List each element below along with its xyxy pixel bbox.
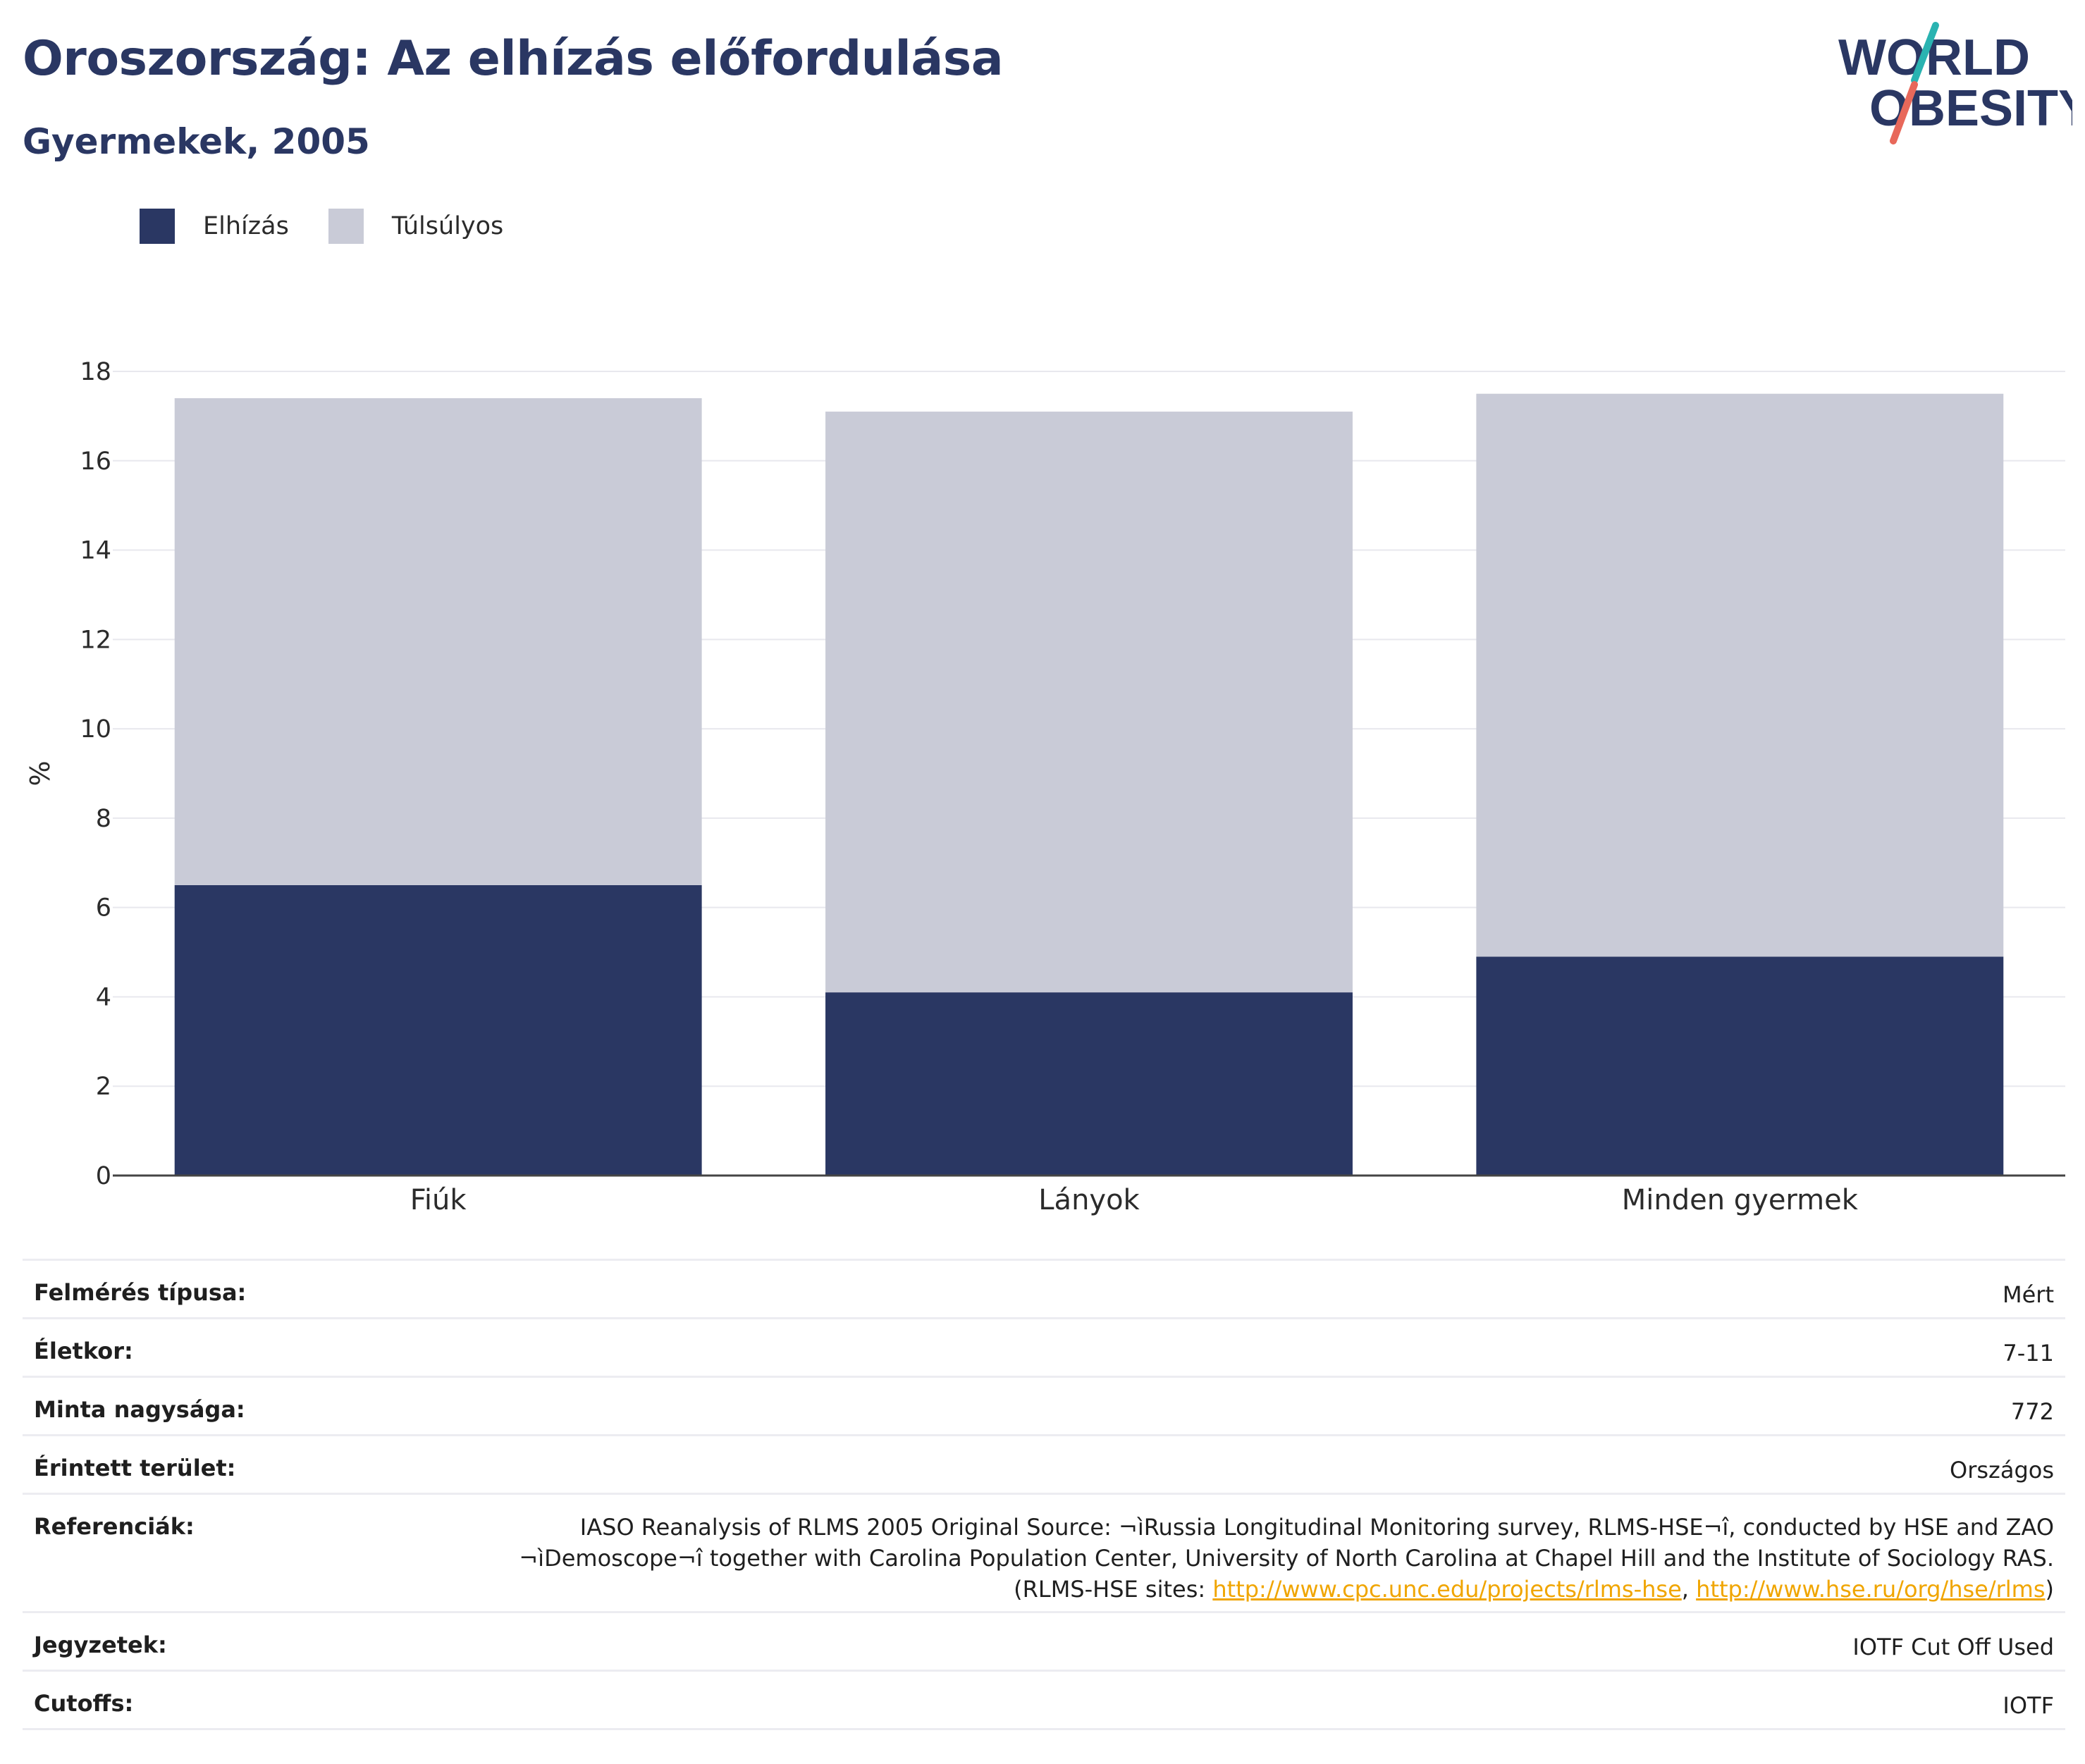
chart-title: Oroszország: Az elhízás előfordulása: [23, 31, 1004, 87]
y-tick-label: 0: [96, 1162, 111, 1190]
legend-swatch-obese: [140, 209, 175, 244]
legend-swatch-overweight: [328, 209, 364, 244]
chart-subtitle: Gyermekek, 2005: [23, 121, 370, 162]
rlms-cpc-link[interactable]: http://www.cpc.unc.edu/projects/rlms-hse: [1212, 1576, 1682, 1603]
bar-segment-overweight: [174, 398, 702, 885]
world-obesity-logo: WORLD OBESITY: [1838, 22, 2072, 144]
legend-item-overweight[interactable]: Túlsúlyos: [328, 209, 503, 244]
meta-label: Felmérés típusa:: [34, 1279, 247, 1306]
legend-label-overweight: Túlsúlyos: [391, 212, 504, 240]
y-tick-label: 12: [80, 626, 111, 654]
meta-label: Jegyzetek:: [34, 1632, 167, 1658]
meta-label: Minta nagysága:: [34, 1396, 245, 1423]
table-row: Felmérés típusa: Mért: [23, 1261, 2065, 1319]
logo-text-world: WORLD: [1838, 30, 2030, 86]
table-row: Referenciák: IASO Reanalysis of RLMS 200…: [23, 1495, 2065, 1613]
table-row: Jegyzetek: IOTF Cut Off Used: [23, 1613, 2065, 1672]
bar-segment-obese: [174, 884, 702, 1176]
meta-label: Referenciák:: [34, 1513, 195, 1540]
bar-segment-obese: [1476, 956, 2004, 1176]
references-value: IASO Reanalysis of RLMS 2005 Original So…: [250, 1495, 2054, 1605]
meta-value: Országos: [1950, 1457, 2054, 1484]
bar-segment-obese: [825, 992, 1353, 1176]
meta-value: 772: [2010, 1398, 2054, 1425]
x-tick-label: Minden gyermek: [1622, 1184, 1859, 1216]
meta-value: Mért: [2003, 1281, 2054, 1308]
logo-slash-teal: [1911, 22, 1939, 84]
references-text: ,: [1681, 1576, 1697, 1603]
y-tick-label: 16: [80, 448, 111, 476]
rlms-hse-link[interactable]: http://www.hse.ru/org/hse/rlms: [1696, 1576, 2046, 1603]
x-tick-label: Fiúk: [410, 1184, 467, 1216]
meta-label: Életkor:: [34, 1338, 133, 1364]
references-line: IASO Reanalysis of RLMS 2005 Original So…: [579, 1514, 2054, 1541]
table-row: Érintett terület: Országos: [23, 1436, 2065, 1495]
legend-item-obese[interactable]: Elhízás: [140, 209, 289, 244]
x-tick-label: Lányok: [1038, 1184, 1140, 1216]
y-tick-label: 4: [96, 983, 111, 1011]
bar-segment-overweight: [825, 412, 1353, 993]
references-line: (RLMS-HSE sites: http://www.cpc.unc.edu/…: [250, 1574, 2054, 1605]
meta-value: 7-11: [2003, 1340, 2054, 1367]
references-text: (RLMS-HSE sites:: [1014, 1576, 1213, 1603]
meta-value: IOTF: [2003, 1692, 2054, 1719]
chart-legend: Elhízás Túlsúlyos: [140, 209, 543, 244]
meta-label: Cutoffs:: [34, 1690, 134, 1717]
meta-label: Érintett terület:: [34, 1455, 236, 1481]
logo-slash-coral: [1890, 81, 1918, 144]
stacked-bar-chart: 0 2 4 6 8 10 12 14 16 18% Fiúk Lányok Minden gyermek: [25, 358, 2065, 1216]
meta-value: IOTF Cut Off Used: [1852, 1634, 2054, 1660]
y-tick-label: 6: [96, 894, 111, 923]
survey-metadata-table: Felmérés típusa: Mért Életkor: 7-11 Mint…: [23, 1259, 2065, 1730]
table-row: Cutoffs: IOTF: [23, 1672, 2065, 1730]
y-tick-label: 10: [80, 715, 111, 744]
y-tick-label: 18: [80, 358, 111, 386]
table-row: Minta nagysága: 772: [23, 1378, 2065, 1436]
y-tick-label: 2: [96, 1073, 111, 1101]
y-tick-label: 8: [96, 805, 111, 833]
y-tick-label: 14: [80, 537, 111, 565]
bar-segment-overweight: [1476, 393, 2004, 957]
table-row: Életkor: 7-11: [23, 1319, 2065, 1378]
references-text: ): [2045, 1576, 2054, 1603]
y-axis-label: %: [25, 760, 56, 786]
legend-label-obese: Elhízás: [203, 212, 289, 240]
references-line: ¬ìDemoscope¬î together with Carolina Pop…: [519, 1545, 2054, 1572]
